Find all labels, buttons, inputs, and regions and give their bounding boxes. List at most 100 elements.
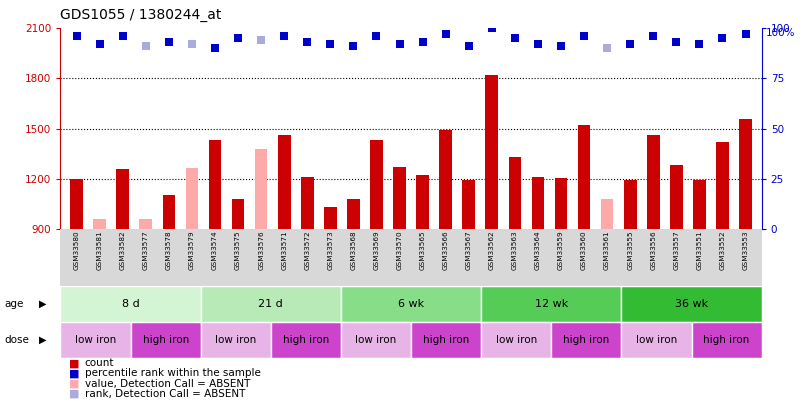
Point — [70, 33, 83, 40]
Point — [739, 31, 752, 38]
Bar — [163, 195, 175, 229]
Text: dose: dose — [4, 335, 29, 345]
Bar — [301, 177, 314, 229]
Text: GSM33551: GSM33551 — [696, 230, 702, 270]
Text: GSM33580: GSM33580 — [73, 230, 80, 270]
Bar — [60, 286, 201, 322]
Text: ▶: ▶ — [39, 335, 46, 345]
Text: low iron: low iron — [636, 335, 677, 345]
Bar — [201, 322, 271, 358]
Bar — [439, 130, 452, 229]
Bar — [271, 322, 341, 358]
Point — [231, 35, 244, 42]
Bar — [393, 167, 406, 229]
Bar — [692, 322, 762, 358]
Point — [301, 39, 314, 46]
Bar — [341, 322, 411, 358]
Text: count: count — [85, 358, 114, 368]
Bar — [411, 322, 481, 358]
Bar — [255, 149, 268, 229]
Point — [93, 41, 106, 48]
Text: low iron: low iron — [75, 335, 116, 345]
Text: GSM33563: GSM33563 — [512, 230, 518, 270]
Text: GSM33556: GSM33556 — [650, 230, 656, 270]
Bar — [370, 140, 383, 229]
Text: ▶: ▶ — [39, 299, 46, 309]
Bar — [555, 178, 567, 229]
Bar — [278, 135, 290, 229]
Point — [209, 45, 222, 51]
Text: GSM33581: GSM33581 — [97, 230, 102, 270]
Bar — [116, 168, 129, 229]
Point — [531, 41, 544, 48]
Text: GSM33571: GSM33571 — [281, 230, 287, 270]
Point — [370, 33, 383, 40]
Text: 21 d: 21 d — [259, 299, 283, 309]
Text: GSM33553: GSM33553 — [742, 230, 749, 270]
Point — [439, 31, 452, 38]
Text: percentile rank within the sample: percentile rank within the sample — [85, 369, 260, 378]
Text: 6 wk: 6 wk — [398, 299, 424, 309]
Point — [578, 33, 591, 40]
Bar — [481, 322, 551, 358]
Point — [693, 41, 706, 48]
Bar — [485, 75, 498, 229]
Text: high iron: high iron — [563, 335, 609, 345]
Text: GSM33555: GSM33555 — [627, 230, 634, 270]
Bar — [509, 157, 521, 229]
Text: 36 wk: 36 wk — [675, 299, 708, 309]
Bar — [185, 168, 198, 229]
Text: value, Detection Call = ABSENT: value, Detection Call = ABSENT — [85, 379, 250, 388]
Point — [670, 39, 683, 46]
Text: GSM33552: GSM33552 — [720, 230, 725, 270]
Text: GSM33577: GSM33577 — [143, 230, 149, 270]
Text: GSM33569: GSM33569 — [373, 230, 380, 270]
Text: GDS1055 / 1380244_at: GDS1055 / 1380244_at — [60, 8, 222, 22]
Text: GSM33574: GSM33574 — [212, 230, 218, 270]
Bar — [341, 286, 481, 322]
Point — [278, 33, 291, 40]
Point — [555, 43, 567, 50]
Point — [163, 39, 176, 46]
Bar — [60, 322, 131, 358]
Text: GSM33570: GSM33570 — [397, 230, 402, 270]
Bar — [231, 199, 244, 229]
Bar — [209, 140, 222, 229]
Text: GSM33566: GSM33566 — [442, 230, 449, 270]
Bar — [621, 322, 692, 358]
Point — [324, 41, 337, 48]
Text: GSM33557: GSM33557 — [673, 230, 679, 270]
Text: high iron: high iron — [143, 335, 189, 345]
Bar — [532, 177, 544, 229]
Text: GSM33572: GSM33572 — [304, 230, 310, 270]
Text: 12 wk: 12 wk — [534, 299, 568, 309]
Text: ■: ■ — [69, 389, 79, 399]
Bar — [716, 142, 729, 229]
Text: age: age — [4, 299, 23, 309]
Bar — [693, 179, 706, 229]
Point — [393, 41, 406, 48]
Text: GSM33582: GSM33582 — [120, 230, 126, 270]
Point — [116, 33, 129, 40]
Text: rank, Detection Call = ABSENT: rank, Detection Call = ABSENT — [85, 389, 245, 399]
Text: GSM33579: GSM33579 — [189, 230, 195, 270]
Point — [509, 35, 521, 42]
Point — [716, 35, 729, 42]
Bar — [131, 322, 201, 358]
Bar — [139, 219, 152, 229]
Bar — [481, 286, 621, 322]
Text: high iron: high iron — [704, 335, 750, 345]
Bar — [578, 125, 591, 229]
Text: high iron: high iron — [423, 335, 469, 345]
Text: GSM33567: GSM33567 — [466, 230, 472, 270]
Bar — [551, 322, 621, 358]
Text: GSM33575: GSM33575 — [235, 230, 241, 270]
Point — [624, 41, 637, 48]
Text: high iron: high iron — [283, 335, 329, 345]
Text: low iron: low iron — [355, 335, 397, 345]
Point — [255, 37, 268, 44]
Text: GSM33565: GSM33565 — [420, 230, 426, 270]
Text: GSM33564: GSM33564 — [535, 230, 541, 270]
Text: GSM33560: GSM33560 — [581, 230, 587, 270]
Point — [600, 45, 613, 51]
